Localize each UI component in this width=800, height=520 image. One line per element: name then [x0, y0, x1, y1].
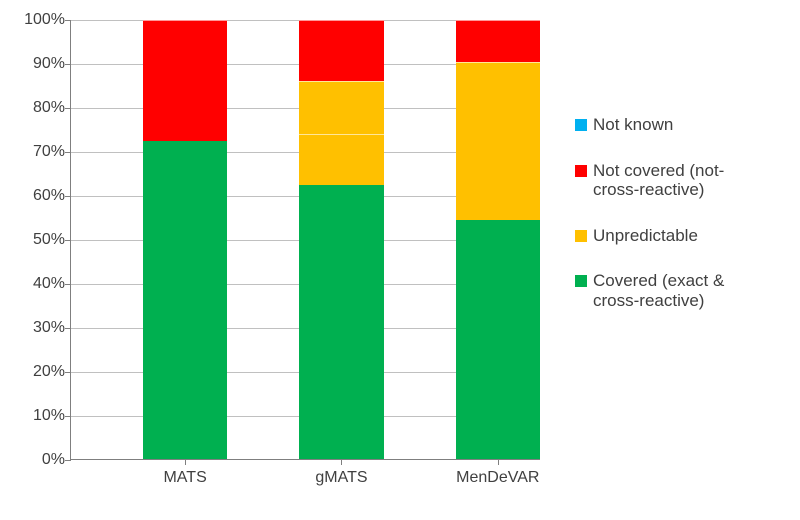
bar-MATS — [143, 20, 227, 459]
legend-item-not_known: Not known — [575, 115, 724, 135]
legend-swatch — [575, 230, 587, 242]
y-tick-label: 50% — [33, 231, 71, 249]
x-tick-mark — [498, 459, 499, 465]
bar-gMATS — [299, 20, 383, 459]
y-tick-label: 40% — [33, 275, 71, 293]
x-tick-mark — [185, 459, 186, 465]
y-tick-label: 10% — [33, 407, 71, 425]
legend-item-not_covered: Not covered (not-cross-reactive) — [575, 161, 724, 200]
y-tick-label: 0% — [42, 451, 71, 469]
plot-area: 0%10%20%30%40%50%60%70%80%90%100%MATSgMA… — [70, 20, 540, 460]
segment-covered — [299, 185, 383, 459]
legend-label: Unpredictable — [593, 226, 698, 246]
y-tick-label: 20% — [33, 363, 71, 381]
legend-item-covered: Covered (exact &cross-reactive) — [575, 271, 724, 310]
segment-not_covered — [299, 20, 383, 81]
legend-label: Covered (exact &cross-reactive) — [593, 271, 724, 310]
legend-swatch — [575, 119, 587, 131]
y-tick-label: 100% — [24, 11, 71, 29]
stacked-bar-chart: 0%10%20%30%40%50%60%70%80%90%100%MATSgMA… — [0, 0, 800, 520]
segment-unpredictable — [456, 62, 540, 220]
y-tick-label: 90% — [33, 55, 71, 73]
bar-MenDeVAR — [456, 20, 540, 459]
segment-unpredictable — [299, 134, 383, 184]
segment-not_covered — [456, 20, 540, 62]
y-tick-label: 60% — [33, 187, 71, 205]
legend: Not known Not covered (not-cross-reactive… — [575, 115, 724, 310]
legend-item-unpredictable: Unpredictable — [575, 226, 724, 246]
y-tick-label: 30% — [33, 319, 71, 337]
segment-unpredictable2 — [299, 81, 383, 134]
x-tick-mark — [341, 459, 342, 465]
legend-label: Not covered (not-cross-reactive) — [593, 161, 724, 200]
y-tick-label: 70% — [33, 143, 71, 161]
segment-covered — [456, 220, 540, 459]
segment-covered — [143, 141, 227, 459]
segment-not_covered — [143, 20, 227, 141]
legend-swatch — [575, 165, 587, 177]
legend-swatch — [575, 275, 587, 287]
legend-label: Not known — [593, 115, 673, 135]
y-tick-label: 80% — [33, 99, 71, 117]
